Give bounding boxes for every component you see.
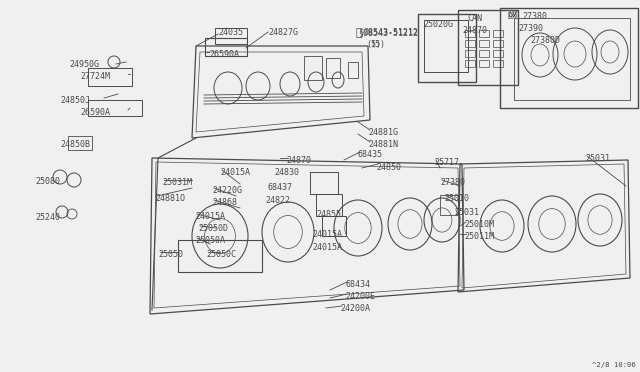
Text: 27380: 27380: [440, 178, 465, 187]
Text: 24200E: 24200E: [345, 292, 375, 301]
Bar: [465, 60, 475, 67]
Text: 26590A: 26590A: [209, 50, 239, 59]
Text: 24850J: 24850J: [60, 96, 90, 105]
Text: ^2/8 10:06: ^2/8 10:06: [592, 362, 636, 368]
Text: 24015A: 24015A: [220, 168, 250, 177]
Text: 24200A: 24200A: [340, 304, 370, 313]
Text: DX: DX: [508, 10, 518, 19]
Text: 24015A: 24015A: [312, 243, 342, 252]
Bar: [215, 28, 247, 44]
Bar: [418, 14, 476, 82]
Text: 27390: 27390: [518, 24, 543, 33]
Text: 25050C: 25050C: [206, 250, 236, 259]
Bar: [514, 18, 630, 100]
Text: 24870: 24870: [462, 26, 487, 35]
Text: 24850: 24850: [376, 163, 401, 172]
Bar: [479, 40, 489, 47]
Bar: [424, 20, 468, 72]
Text: 24015A: 24015A: [312, 230, 342, 239]
Text: 24015A: 24015A: [195, 212, 225, 221]
Text: (5): (5): [370, 40, 385, 49]
Bar: [465, 40, 475, 47]
Bar: [493, 60, 503, 67]
Bar: [465, 30, 475, 37]
Text: 25240: 25240: [35, 213, 60, 222]
Text: 26590A: 26590A: [80, 108, 110, 117]
Text: 24822: 24822: [265, 196, 290, 205]
Text: (5): (5): [366, 40, 381, 49]
Bar: [178, 240, 262, 272]
Bar: [326, 58, 340, 78]
Text: 24870: 24870: [286, 156, 311, 165]
Bar: [500, 8, 638, 108]
Bar: [479, 50, 489, 57]
Text: 27380D: 27380D: [530, 36, 560, 45]
Bar: [88, 68, 132, 86]
Text: 27380: 27380: [522, 12, 547, 21]
Text: 68437: 68437: [268, 183, 293, 192]
Text: 25011M: 25011M: [464, 232, 494, 241]
Text: 24855: 24855: [316, 210, 341, 219]
Text: 24950G: 24950G: [69, 60, 99, 69]
Text: 24881O: 24881O: [155, 194, 185, 203]
Bar: [304, 56, 322, 80]
Bar: [465, 50, 475, 57]
Text: 25020G: 25020G: [423, 20, 453, 29]
Text: Ⓢ: Ⓢ: [355, 28, 362, 38]
Text: 25717: 25717: [434, 158, 459, 167]
Text: 25010: 25010: [444, 194, 469, 203]
Text: 25080: 25080: [35, 177, 60, 186]
Bar: [88, 100, 142, 116]
Text: DX: DX: [508, 12, 518, 21]
Text: 24827G: 24827G: [268, 28, 298, 37]
Text: 24850B: 24850B: [60, 140, 90, 149]
Text: 25050: 25050: [158, 250, 183, 259]
Text: 24035: 24035: [218, 28, 243, 37]
Text: 25031M: 25031M: [162, 178, 192, 187]
Bar: [458, 10, 518, 85]
Bar: [68, 136, 92, 150]
Text: 24881N: 24881N: [368, 140, 398, 149]
Bar: [493, 40, 503, 47]
Bar: [479, 60, 489, 67]
Text: 25050A: 25050A: [195, 236, 225, 245]
Text: 25010M: 25010M: [464, 220, 494, 229]
Text: 25031: 25031: [585, 154, 610, 163]
Bar: [205, 38, 247, 56]
Bar: [322, 216, 346, 236]
Bar: [310, 172, 338, 194]
Text: 68435: 68435: [358, 150, 383, 159]
Text: 25050D: 25050D: [198, 224, 228, 233]
Text: 24868: 24868: [212, 198, 237, 207]
Bar: [479, 30, 489, 37]
Bar: [316, 194, 342, 216]
Text: 24881G: 24881G: [368, 128, 398, 137]
Bar: [493, 50, 503, 57]
Bar: [493, 30, 503, 37]
Text: 24830: 24830: [274, 168, 299, 177]
Text: 27724M: 27724M: [80, 72, 110, 81]
Bar: [348, 62, 358, 78]
Text: 68434: 68434: [345, 280, 370, 289]
Text: 08543-51212: 08543-51212: [364, 28, 419, 37]
Text: 25031: 25031: [454, 208, 479, 217]
Text: §08543-51212: §08543-51212: [358, 28, 418, 37]
Text: CAN: CAN: [467, 14, 482, 23]
Text: 24220G: 24220G: [212, 186, 242, 195]
